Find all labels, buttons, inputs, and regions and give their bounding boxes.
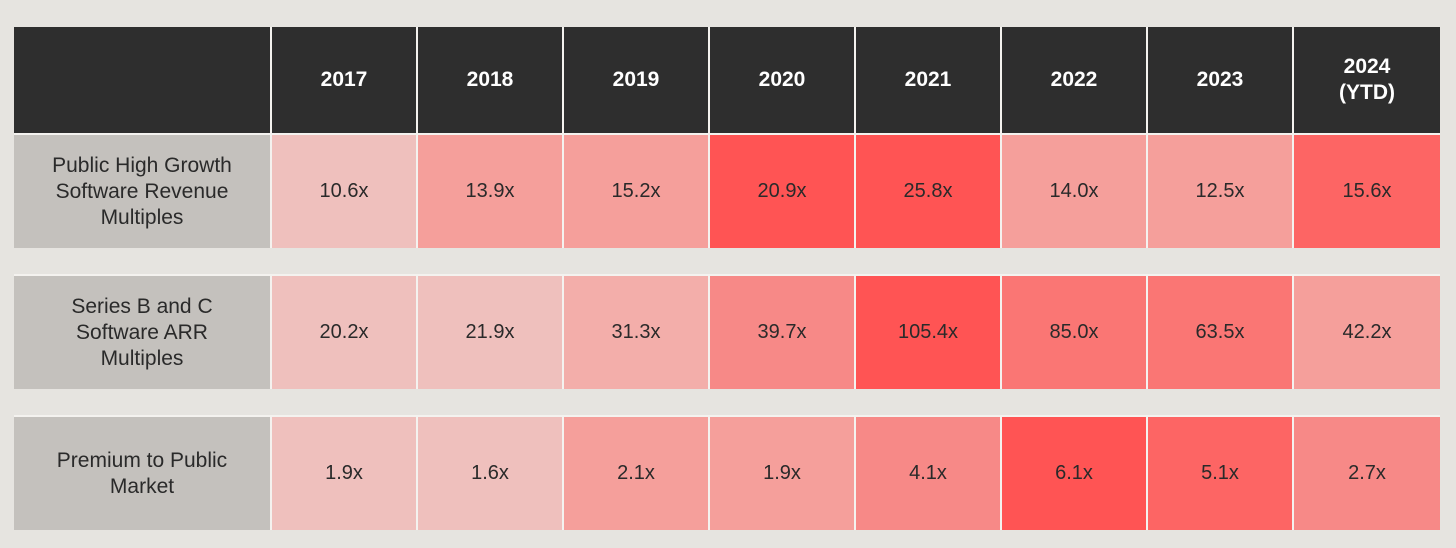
value-cell: 39.7x [710,274,856,389]
row-gap [14,389,1440,415]
year-header-2023: 2023 [1148,27,1294,133]
multiples-table: 2017 2018 2019 2020 2021 2022 2023 2024 … [14,27,1440,530]
year-header-2019: 2019 [564,27,710,133]
value-cell: 25.8x [856,133,1002,248]
value-cell: 105.4x [856,274,1002,389]
value-cell: 2.1x [564,415,710,530]
row-gap [14,248,1440,274]
value-cell: 31.3x [564,274,710,389]
value-cell: 63.5x [1148,274,1294,389]
header-corner-cell [14,27,272,133]
year-header-2024-ytd: 2024 (YTD) [1294,27,1440,133]
value-cell: 15.6x [1294,133,1440,248]
value-cell: 2.7x [1294,415,1440,530]
row-label: Public High Growth Software Revenue Mult… [14,133,272,248]
value-cell: 14.0x [1002,133,1148,248]
value-cell: 6.1x [1002,415,1148,530]
row-label: Premium to Public Market [14,415,272,530]
year-header-2017: 2017 [272,27,418,133]
value-cell: 21.9x [418,274,564,389]
value-cell: 1.9x [710,415,856,530]
value-cell: 42.2x [1294,274,1440,389]
year-header-2018: 2018 [418,27,564,133]
value-cell: 12.5x [1148,133,1294,248]
value-cell: 85.0x [1002,274,1148,389]
value-cell: 15.2x [564,133,710,248]
value-cell: 10.6x [272,133,418,248]
value-cell: 5.1x [1148,415,1294,530]
value-cell: 4.1x [856,415,1002,530]
header-row: 2017 2018 2019 2020 2021 2022 2023 2024 … [14,27,1440,133]
table-row: Public High Growth Software Revenue Mult… [14,133,1440,248]
table-body: Public High Growth Software Revenue Mult… [14,133,1440,530]
row-label: Series B and C Software ARR Multiples [14,274,272,389]
table-row: Premium to Public Market 1.9x 1.6x 2.1x 1.9x… [14,415,1440,530]
year-header-2021: 2021 [856,27,1002,133]
year-header-2020: 2020 [710,27,856,133]
table-row: Series B and C Software ARR Multiples 20.… [14,274,1440,389]
value-cell: 1.9x [272,415,418,530]
value-cell: 20.9x [710,133,856,248]
year-header-2022: 2022 [1002,27,1148,133]
value-cell: 20.2x [272,274,418,389]
value-cell: 13.9x [418,133,564,248]
value-cell: 1.6x [418,415,564,530]
